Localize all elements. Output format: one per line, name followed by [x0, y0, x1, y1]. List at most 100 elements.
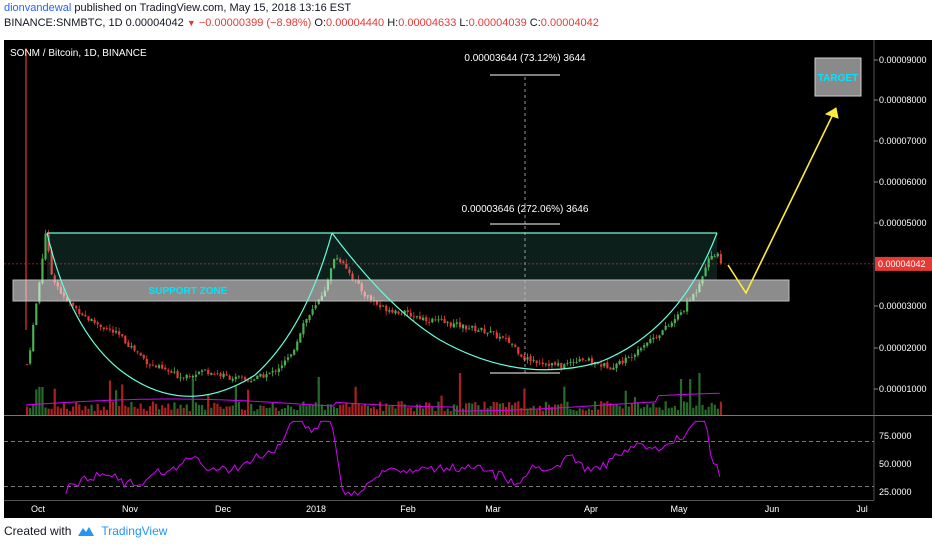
- volume-bar: [302, 401, 305, 415]
- volume-bar: [167, 403, 170, 415]
- volume-bar: [65, 408, 69, 415]
- volume-bar: [566, 401, 569, 415]
- candle-body: [458, 322, 462, 328]
- tradingview-link[interactable]: TradingView: [101, 524, 168, 538]
- volume-bar: [50, 408, 53, 415]
- volume-bar: [305, 405, 308, 415]
- candle-body: [507, 337, 511, 343]
- candle-body: [170, 371, 173, 373]
- volume-bar: [136, 408, 139, 415]
- candle-body: [336, 258, 339, 260]
- candle-body: [682, 310, 686, 312]
- volume-bar: [44, 407, 47, 415]
- candle-body: [90, 319, 93, 322]
- price-pane[interactable]: [4, 40, 874, 415]
- rsi-tick-label: 25.0000: [879, 487, 912, 497]
- volume-bar: [256, 409, 259, 415]
- volume-bar: [124, 405, 127, 415]
- volume-bar: [514, 402, 517, 415]
- volume-bar: [385, 403, 388, 415]
- volume-bar: [379, 401, 382, 415]
- volume-bar: [612, 405, 615, 415]
- volume-bar: [32, 404, 35, 415]
- candle-body: [32, 325, 35, 352]
- volume-bar: [265, 407, 268, 415]
- x-tick-label: 2018: [306, 504, 326, 514]
- volume-bar: [606, 401, 609, 415]
- volume-bar: [452, 404, 455, 415]
- volume-bar: [550, 406, 554, 415]
- right-cup-curve: [331, 232, 718, 371]
- volume-bar: [495, 402, 498, 415]
- candle-body: [231, 378, 234, 381]
- volume-bar: [62, 403, 66, 415]
- candle-body: [440, 318, 443, 320]
- volume-bar: [240, 409, 244, 415]
- candle-body: [382, 305, 385, 307]
- volume-bar: [38, 387, 41, 415]
- volume-bar: [179, 404, 182, 415]
- price-axis[interactable]: [874, 40, 932, 518]
- candle-body: [329, 268, 333, 281]
- volume-bar: [176, 408, 179, 415]
- left-cup-curve: [46, 232, 333, 397]
- volume-bar: [590, 409, 594, 415]
- volume-bar: [72, 406, 75, 415]
- footer: Created with TradingView: [4, 524, 167, 538]
- candle-body: [412, 316, 416, 318]
- rsi-line: [65, 420, 721, 497]
- candle-body: [136, 351, 139, 353]
- target-label: TARGET: [818, 73, 858, 84]
- volume-bar: [84, 406, 87, 415]
- volume-bar: [345, 402, 348, 415]
- candle-body: [630, 357, 633, 358]
- candle-body: [495, 332, 498, 339]
- candle-body: [587, 358, 591, 361]
- candle-body: [606, 362, 609, 369]
- candle-body: [283, 360, 287, 366]
- volume-bar: [90, 404, 93, 415]
- candle-body: [572, 362, 575, 364]
- volume-bar: [689, 379, 692, 415]
- x-tick-label: Mar: [485, 504, 501, 514]
- volume-bar: [151, 401, 155, 415]
- x-axis[interactable]: [4, 500, 874, 518]
- cup-fill: [47, 233, 717, 280]
- candle-body: [409, 312, 412, 317]
- close-label: C:: [529, 17, 541, 29]
- candle-body: [501, 336, 505, 338]
- volume-bar: [646, 404, 649, 415]
- candle-body: [127, 342, 130, 347]
- candle-body: [575, 362, 578, 363]
- volume-bar: [158, 409, 161, 415]
- volume-bar: [351, 402, 354, 415]
- candle-body: [204, 369, 207, 371]
- volume-bar: [492, 401, 495, 415]
- candle-body: [216, 373, 219, 375]
- volume-bar: [695, 405, 698, 415]
- candle-body: [302, 323, 305, 335]
- candle-body: [333, 259, 336, 269]
- candle-body: [293, 349, 296, 355]
- close-value: 0.00004042: [540, 17, 599, 29]
- candle-body: [710, 255, 713, 260]
- volume-bar: [719, 401, 723, 415]
- candle-body: [600, 364, 603, 367]
- x-tick-label: Oct: [31, 504, 46, 514]
- candle-body: [296, 341, 299, 351]
- volume-bar: [280, 408, 284, 415]
- candle-body: [403, 310, 406, 314]
- low-label: L:: [459, 17, 469, 29]
- volume-bar: [311, 404, 314, 415]
- volume-bar: [243, 410, 247, 415]
- rsi-pane[interactable]: [4, 416, 874, 500]
- author-link[interactable]: dionvandewal: [4, 2, 72, 14]
- volume-bar: [41, 387, 44, 415]
- volume-bar: [649, 407, 652, 415]
- candle-body: [47, 234, 50, 251]
- volume-bar: [59, 408, 62, 415]
- volume-bar: [713, 404, 716, 415]
- candle-body: [139, 352, 142, 356]
- volume-bar: [618, 406, 621, 415]
- volume-bar: [47, 408, 50, 415]
